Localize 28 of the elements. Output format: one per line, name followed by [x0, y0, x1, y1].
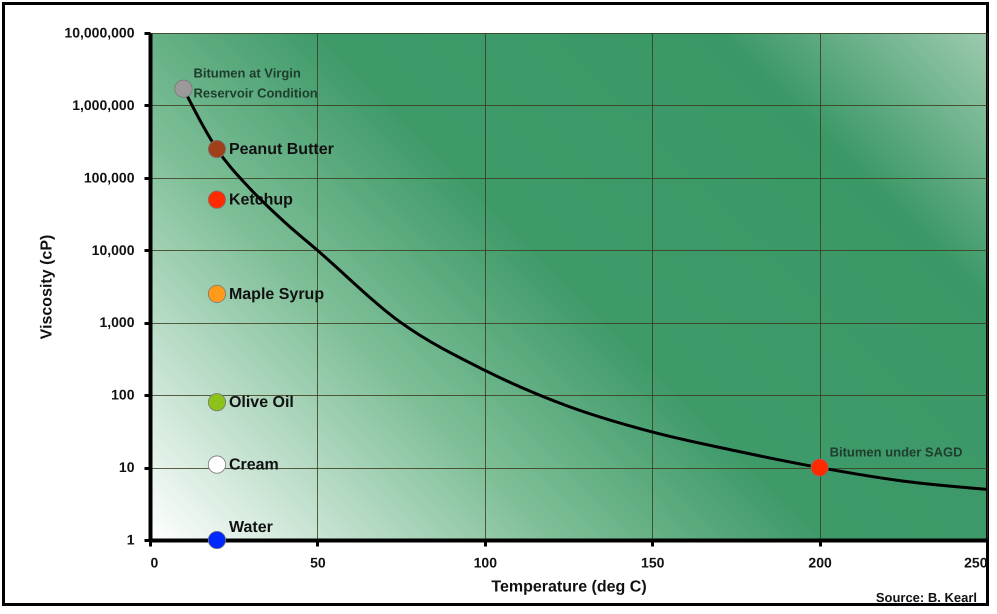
x-tick-label: 150 [641, 554, 665, 570]
y-tick-label: 1,000,000 [72, 96, 135, 113]
y-axis-title: Viscosity (cP) [38, 234, 56, 340]
series-label: Olive Oil [228, 394, 294, 412]
point [810, 458, 829, 477]
y-tick-label: 10 [118, 459, 135, 476]
x-tick-label: 0 [150, 554, 158, 570]
y-tick-label: 100 [111, 386, 135, 403]
series-label: Water [228, 519, 273, 536]
x-tick-label: 100 [474, 554, 498, 570]
y-tick-label: 100,000 [84, 169, 135, 186]
y-tick-label: 1,000 [99, 314, 135, 330]
y-tick-label: 10,000,000 [64, 24, 135, 40]
point [208, 456, 226, 474]
y-tick-label: 1 [126, 532, 135, 548]
y-tick-label: 10,000 [92, 242, 135, 258]
series-label: Bitumen under SAGD [830, 444, 963, 460]
source-note: Source: B. Kearl [876, 590, 977, 605]
point [174, 80, 193, 98]
point [208, 284, 226, 303]
point [208, 393, 226, 412]
x-tick-label: 50 [310, 554, 326, 570]
point [208, 140, 226, 158]
x-tick-label: 200 [808, 554, 832, 570]
x-axis-title: Temperature (deg C) [491, 578, 647, 596]
point [208, 530, 226, 550]
point [208, 190, 226, 209]
series-label: Bitumen at Virgin Reservoir Condition [193, 66, 318, 101]
